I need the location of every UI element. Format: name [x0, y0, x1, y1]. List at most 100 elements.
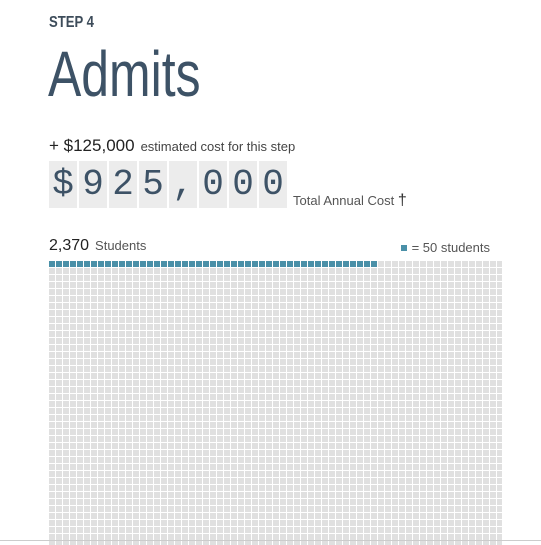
- student-unit-empty: [119, 520, 125, 526]
- student-unit-empty: [161, 457, 167, 463]
- student-unit-empty: [231, 408, 237, 414]
- student-unit-empty: [371, 450, 377, 456]
- student-unit-empty: [70, 289, 76, 295]
- student-unit-empty: [483, 310, 489, 316]
- student-unit-empty: [63, 282, 69, 288]
- student-unit-empty: [119, 289, 125, 295]
- student-unit-empty: [322, 268, 328, 274]
- student-unit-empty: [154, 380, 160, 386]
- student-unit-empty: [497, 499, 502, 505]
- student-unit-empty: [231, 359, 237, 365]
- student-unit-empty: [140, 499, 146, 505]
- student-unit-empty: [469, 422, 475, 428]
- student-unit-empty: [84, 520, 90, 526]
- student-unit-empty: [364, 394, 370, 400]
- student-unit-empty: [350, 464, 356, 470]
- student-unit-empty: [469, 303, 475, 309]
- student-unit-empty: [210, 492, 216, 498]
- student-unit-empty: [112, 345, 118, 351]
- student-unit-empty: [70, 527, 76, 533]
- student-unit-empty: [63, 492, 69, 498]
- student-unit-empty: [203, 289, 209, 295]
- student-unit-empty: [308, 450, 314, 456]
- student-unit-empty: [315, 422, 321, 428]
- student-unit-empty: [441, 527, 447, 533]
- student-unit-empty: [308, 443, 314, 449]
- student-unit-empty: [210, 310, 216, 316]
- student-unit-empty: [483, 492, 489, 498]
- student-unit-empty: [238, 275, 244, 281]
- student-unit-empty: [70, 513, 76, 519]
- student-unit-empty: [175, 289, 181, 295]
- student-unit-empty: [189, 527, 195, 533]
- student-unit-empty: [497, 310, 502, 316]
- student-unit-empty: [287, 436, 293, 442]
- student-unit-empty: [483, 541, 489, 545]
- student-unit-empty: [413, 541, 419, 545]
- student-unit-empty: [406, 457, 412, 463]
- student-unit-empty: [217, 345, 223, 351]
- student-unit-empty: [301, 485, 307, 491]
- student-unit-empty: [84, 352, 90, 358]
- student-unit-empty: [91, 394, 97, 400]
- student-unit-empty: [224, 394, 230, 400]
- student-unit-empty: [259, 380, 265, 386]
- student-unit-empty: [140, 345, 146, 351]
- student-unit-empty: [182, 527, 188, 533]
- student-unit-empty: [224, 527, 230, 533]
- student-unit-empty: [217, 310, 223, 316]
- student-unit-empty: [203, 345, 209, 351]
- student-unit-empty: [462, 408, 468, 414]
- student-unit-empty: [357, 338, 363, 344]
- student-unit-empty: [476, 373, 482, 379]
- student-unit-empty: [336, 352, 342, 358]
- student-unit-empty: [329, 289, 335, 295]
- student-unit-empty: [350, 408, 356, 414]
- student-unit-empty: [294, 415, 300, 421]
- student-unit-empty: [203, 415, 209, 421]
- student-unit-empty: [266, 401, 272, 407]
- student-unit-empty: [378, 415, 384, 421]
- student-unit-empty: [154, 331, 160, 337]
- student-unit-empty: [476, 499, 482, 505]
- student-unit-empty: [196, 352, 202, 358]
- student-unit-empty: [434, 513, 440, 519]
- student-unit-empty: [126, 520, 132, 526]
- student-unit-empty: [322, 429, 328, 435]
- student-unit-empty: [189, 450, 195, 456]
- student-unit-empty: [448, 471, 454, 477]
- student-unit-empty: [91, 436, 97, 442]
- student-unit-empty: [161, 464, 167, 470]
- student-unit-empty: [434, 436, 440, 442]
- student-unit-empty: [224, 415, 230, 421]
- student-unit-empty: [133, 506, 139, 512]
- student-unit-empty: [245, 345, 251, 351]
- student-unit-empty: [420, 380, 426, 386]
- student-unit-empty: [315, 429, 321, 435]
- student-unit-empty: [469, 429, 475, 435]
- student-unit-empty: [420, 464, 426, 470]
- student-unit-empty: [84, 345, 90, 351]
- student-unit-empty: [175, 345, 181, 351]
- student-unit-empty: [91, 408, 97, 414]
- student-unit-empty: [147, 450, 153, 456]
- student-unit-empty: [259, 317, 265, 323]
- student-unit-empty: [420, 345, 426, 351]
- student-unit-empty: [84, 338, 90, 344]
- student-unit-empty: [315, 387, 321, 393]
- student-unit-empty: [322, 289, 328, 295]
- student-unit-empty: [63, 317, 69, 323]
- student-unit-empty: [343, 422, 349, 428]
- student-unit-empty: [252, 387, 258, 393]
- student-unit-empty: [98, 408, 104, 414]
- student-unit-empty: [301, 289, 307, 295]
- student-unit-empty: [350, 282, 356, 288]
- student-unit-empty: [126, 338, 132, 344]
- student-unit-empty: [406, 450, 412, 456]
- student-unit-empty: [455, 506, 461, 512]
- student-unit-empty: [343, 387, 349, 393]
- student-unit-empty: [182, 303, 188, 309]
- student-unit-empty: [483, 506, 489, 512]
- student-unit-empty: [189, 310, 195, 316]
- student-unit-empty: [378, 387, 384, 393]
